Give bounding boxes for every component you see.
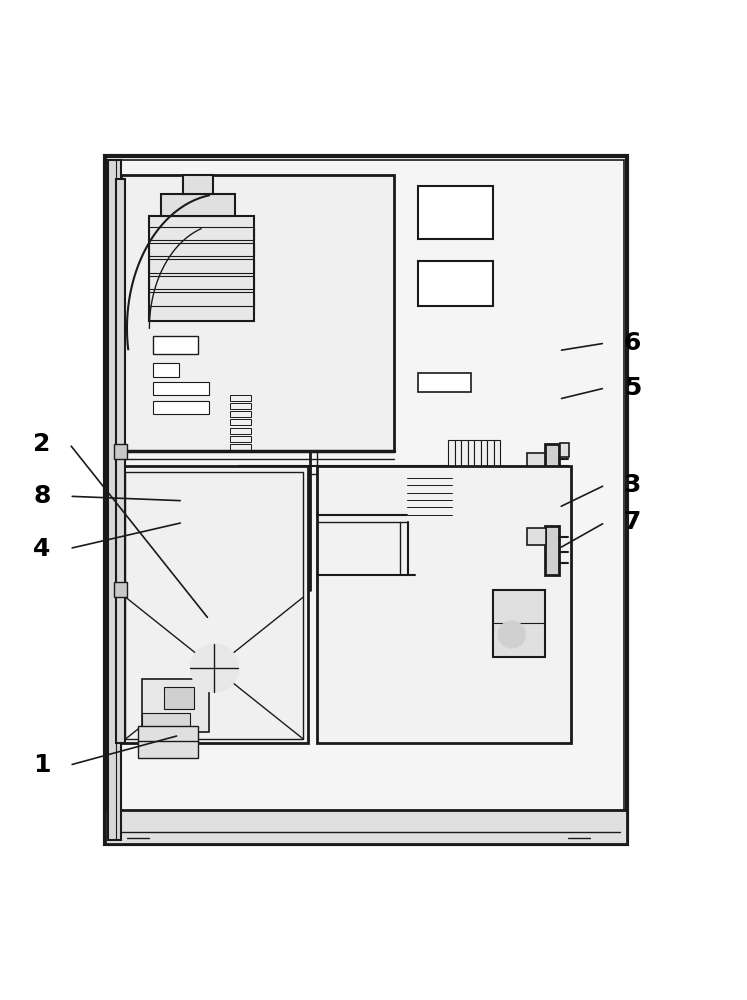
Circle shape <box>170 744 182 756</box>
Bar <box>125 472 303 739</box>
Circle shape <box>498 621 525 648</box>
Bar <box>230 419 251 425</box>
Bar <box>149 292 254 306</box>
Bar <box>493 590 545 657</box>
Bar <box>108 160 121 840</box>
Bar <box>468 440 474 478</box>
Bar <box>461 440 468 478</box>
Polygon shape <box>463 526 545 575</box>
Bar <box>474 440 481 478</box>
Bar <box>455 440 462 478</box>
Text: 8: 8 <box>34 484 51 508</box>
Text: 4: 4 <box>34 537 51 561</box>
Bar <box>527 453 546 472</box>
Text: 7: 7 <box>624 510 641 534</box>
Bar <box>527 528 546 545</box>
Text: 6: 6 <box>624 331 641 355</box>
Bar <box>149 243 254 256</box>
Wedge shape <box>366 627 500 694</box>
Bar <box>418 186 493 239</box>
Bar <box>481 440 487 478</box>
Polygon shape <box>508 459 545 515</box>
Bar <box>545 444 559 485</box>
Bar <box>448 440 455 478</box>
Bar <box>142 713 190 728</box>
Bar <box>230 395 251 401</box>
Text: 1: 1 <box>34 753 51 777</box>
Text: 2: 2 <box>34 432 51 456</box>
Bar <box>153 382 209 395</box>
Bar <box>153 336 198 354</box>
Bar <box>138 741 198 758</box>
Bar <box>164 687 194 709</box>
Bar <box>121 175 394 451</box>
Bar <box>230 403 251 409</box>
Bar <box>418 373 471 392</box>
Bar <box>153 363 179 377</box>
Bar <box>230 444 251 450</box>
Bar <box>105 156 627 844</box>
Text: 3: 3 <box>624 473 641 497</box>
Bar <box>108 160 624 840</box>
Bar <box>149 216 254 321</box>
Bar <box>105 810 627 844</box>
Bar <box>494 440 500 478</box>
Bar <box>230 428 251 434</box>
Bar <box>161 194 235 216</box>
Bar <box>149 276 254 289</box>
Bar <box>116 179 125 743</box>
Bar <box>183 175 213 194</box>
Bar <box>138 726 198 743</box>
Bar <box>418 261 493 306</box>
Bar <box>153 401 209 414</box>
Bar <box>487 440 494 478</box>
Bar <box>230 411 251 417</box>
Bar <box>121 466 308 743</box>
Bar <box>114 582 127 597</box>
Bar <box>149 259 254 273</box>
Bar <box>149 227 254 240</box>
Circle shape <box>190 644 238 692</box>
Bar <box>114 444 127 459</box>
Bar <box>142 679 209 732</box>
Bar <box>560 443 569 457</box>
Text: 5: 5 <box>624 376 641 400</box>
Bar <box>317 466 571 743</box>
Bar <box>545 526 559 575</box>
Bar <box>230 436 251 442</box>
